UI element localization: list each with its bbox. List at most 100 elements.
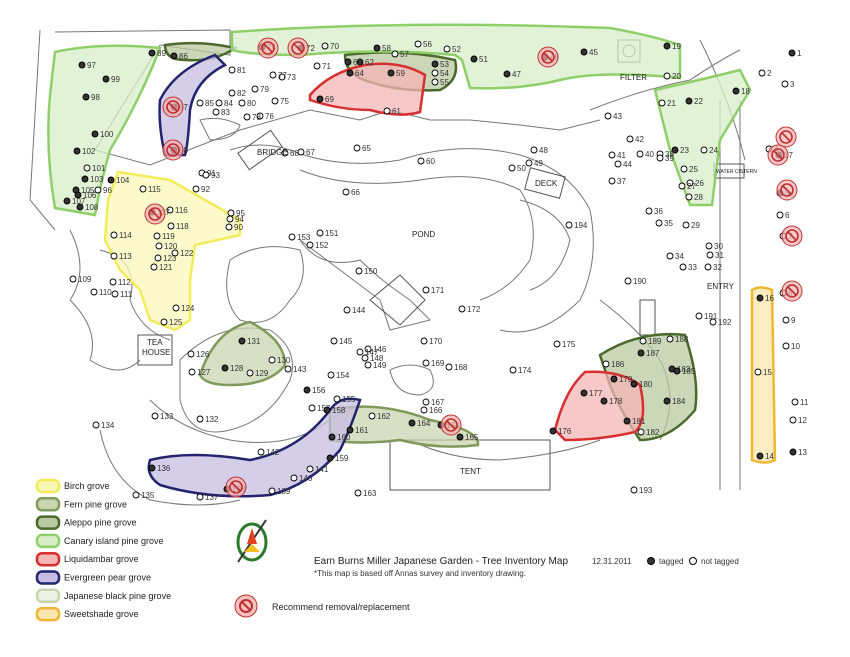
tree-number-label: 127	[197, 368, 211, 377]
tree-number-label: 118	[176, 222, 189, 231]
tagged-tree-dot-icon	[148, 49, 156, 57]
tree-marker-160: 160	[328, 433, 351, 442]
tree-number-label: 105	[81, 186, 95, 195]
tree-number-label: 114	[119, 231, 132, 240]
tree-number-label: 24	[709, 146, 718, 155]
tree-marker-67: 67	[297, 148, 315, 157]
tree-marker-6: 6	[776, 211, 790, 220]
tree-number-label: 79	[260, 85, 269, 94]
tree-number-label: 80	[247, 99, 256, 108]
tree-marker-53: 53	[431, 60, 449, 69]
not-tagged-tree-dot-icon	[565, 221, 573, 229]
tree-number-label: 162	[377, 412, 391, 421]
not-tagged-tree-dot-icon	[192, 185, 200, 193]
not-tagged-tree-dot-icon	[188, 368, 196, 376]
tree-number-label: 42	[635, 135, 644, 144]
tree-number-label: 129	[255, 369, 269, 378]
tree-number-label: 106	[83, 191, 97, 200]
tree-marker-132: 132	[196, 415, 219, 424]
tree-marker-110: 110	[90, 288, 112, 297]
not-tagged-tree-dot-icon	[353, 144, 361, 152]
tree-marker-30: 30	[705, 242, 723, 251]
tree-number-label: 101	[92, 164, 106, 173]
not-tagged-tree-dot-icon	[686, 179, 694, 187]
tagged-tree-dot-icon	[637, 349, 645, 357]
tree-marker-1: 1	[788, 49, 802, 58]
tree-number-label: 72	[306, 44, 315, 53]
not-tagged-tree-dot-icon	[608, 151, 616, 159]
tent-label: TENT	[460, 467, 481, 476]
not-tagged-tree-dot-icon	[306, 241, 314, 249]
not-tagged-tree-dot-icon	[288, 233, 296, 241]
tree-number-label: 176	[558, 427, 572, 436]
tree-number-label: 140	[299, 474, 313, 483]
tree-marker-45: 45	[580, 48, 598, 57]
tree-marker-128: 128	[221, 364, 244, 373]
tree-number-label: 188	[675, 335, 689, 344]
not-tagged-tree-dot-icon	[530, 146, 538, 154]
removal-marker-3-icon	[162, 96, 184, 118]
tagged-tree-dot-icon	[148, 464, 156, 472]
not-tagged-tree-dot-icon	[172, 304, 180, 312]
tree-number-label: 154	[336, 371, 350, 380]
not-tagged-tree-dot-icon	[758, 69, 766, 77]
tree-number-label: 111	[120, 290, 133, 299]
tree-number-label: 9	[791, 316, 796, 325]
tree-number-label: 152	[315, 241, 329, 250]
tree-number-label: 125	[169, 318, 183, 327]
tree-marker-106: 106	[74, 191, 97, 200]
tree-marker-78: 78	[243, 113, 261, 122]
not-tagged-tree-dot-icon	[151, 412, 159, 420]
tree-marker-187: 187	[637, 349, 660, 358]
tree-number-label: 67	[306, 148, 315, 157]
not-tagged-tree-dot-icon	[636, 150, 644, 158]
tree-number-label: 39	[665, 154, 674, 163]
not-tagged-tree-dot-icon	[246, 369, 254, 377]
tree-number-label: 44	[623, 160, 632, 169]
tree-number-label: 155	[342, 395, 356, 404]
not-tagged-tree-dot-icon	[284, 365, 292, 373]
removal-marker-11-icon	[781, 225, 803, 247]
tree-marker-180: 180	[630, 380, 653, 389]
tagged-tree-dot-icon	[102, 75, 110, 83]
legend-label: Evergreen pear grove	[64, 573, 151, 583]
tree-marker-152: 152	[306, 241, 329, 250]
tree-number-label: 179	[619, 375, 633, 384]
tree-number-label: 54	[440, 69, 449, 78]
not-tagged-tree-dot-icon	[306, 465, 314, 473]
tree-marker-126: 126	[187, 350, 210, 359]
tree-number-label: 107	[72, 197, 86, 206]
tree-marker-86: 86	[170, 52, 188, 61]
tree-number-label: 160	[337, 433, 351, 442]
tree-number-label: 132	[205, 415, 219, 424]
tree-marker-111: 111	[111, 290, 133, 299]
tree-number-label: 168	[454, 363, 468, 372]
tree-number-label: 189	[648, 337, 662, 346]
tree-marker-169: 169	[422, 359, 445, 368]
tree-marker-84: 84	[215, 99, 233, 108]
tree-number-label: 104	[116, 176, 130, 185]
tree-marker-141: 141	[306, 465, 329, 474]
tree-number-label: 61	[392, 107, 401, 116]
not-tagged-tree-dot-icon	[256, 112, 264, 120]
tree-number-label: 25	[689, 165, 698, 174]
tree-number-label: 128	[230, 364, 244, 373]
tree-marker-164: 164	[408, 419, 431, 428]
not-tagged-tree-dot-icon	[212, 108, 220, 116]
tree-marker-93: 93	[202, 171, 220, 180]
not-tagged-tree-dot-icon	[333, 395, 341, 403]
not-tagged-tree-dot-icon	[709, 318, 717, 326]
not-tagged-tree-dot-icon	[154, 254, 162, 262]
tree-marker-32: 32	[704, 263, 722, 272]
tree-number-label: 161	[355, 426, 369, 435]
tagged-tree-dot-icon	[663, 397, 671, 405]
tree-marker-183: 183	[668, 365, 691, 374]
not-tagged-tree-dot-icon	[327, 371, 335, 379]
tree-marker-193: 193	[630, 486, 653, 495]
tree-number-label: 60	[426, 157, 435, 166]
tagged-tree-dot-icon	[346, 426, 354, 434]
tree-marker-174: 174	[509, 366, 532, 375]
not-tagged-tree-dot-icon	[508, 164, 516, 172]
tree-marker-23: 23	[671, 146, 689, 155]
tagged-tree-dot-icon	[431, 60, 439, 68]
